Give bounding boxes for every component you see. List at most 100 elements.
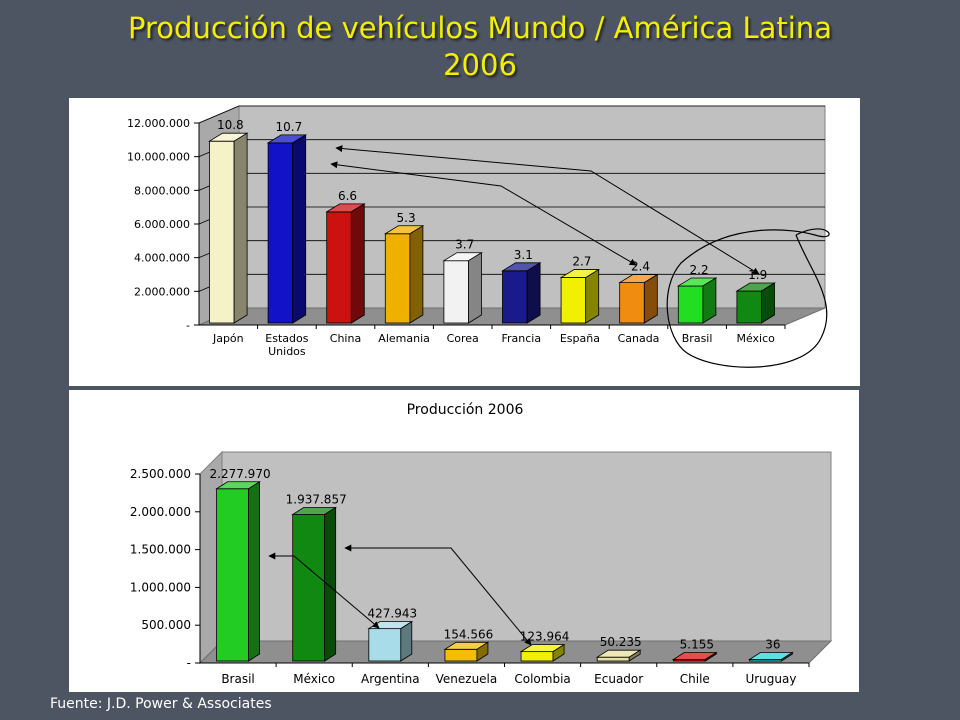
world-bar-china [325,203,366,324]
world-bar-side [761,282,775,324]
world-data-label-canada: 2.4 [631,260,650,274]
latam-bar-side [324,506,337,662]
world-bar-front [619,282,645,324]
world-bar-front [560,277,587,324]
world-bar-front [502,270,528,324]
world-data-label-japon: 10.8 [217,118,244,132]
latam-data-label-argentina: 427.943 [368,607,418,621]
latam-category-label-venezuela: Venezuela [436,672,498,686]
world-category-label-japon: Japón [212,332,244,345]
world-bar-front [384,233,411,324]
latam-category-label-uruguay: Uruguay [745,672,796,686]
world-bar-japon [208,132,249,324]
world-category-label-espana: España [560,332,600,345]
world-bar-francia [501,262,542,324]
world-data-label-alemania: 5.3 [397,211,416,225]
latam-data-label-chile: 5.155 [680,638,714,652]
world-data-label-francia: 3.1 [514,248,533,262]
world-bar-side [643,273,658,324]
slide-title: Producción de vehículos Mundo / América … [0,10,960,84]
latam-ytick-label: - [187,656,191,670]
latam-category-label-mexico: México [293,672,335,686]
world-category-label-francia: Francia [501,332,541,345]
latam-category-label-colombia: Colombia [514,672,570,686]
latam-production-chart: - 500.000 1.000.000 1.500.000 2.000.000 2.500… [69,390,859,692]
latam-category-label-brasil: Brasil [221,672,254,686]
latam-bar-colombia [519,643,566,662]
world-category-label-alemania: Alemania [378,332,430,345]
slide-title-line2: 2006 [443,48,517,82]
latam-bar-side [552,643,565,662]
latam-bar-side [781,651,793,662]
world-ytick-label: 4.000.000 [134,252,190,265]
latam-bar-uruguay [748,651,794,662]
latam-data-label-venezuela: 154.566 [444,627,494,641]
world-bar-front [326,211,352,324]
latam-data-label-mexico: 1.937.857 [286,492,347,506]
world-bar-brasil [676,277,718,324]
world-data-label-espana: 2.7 [572,255,591,269]
latam-bar-side [400,620,413,662]
latam-ytick-label: 2.500.000 [130,467,191,481]
world-ytick-label: 2.000.000 [134,285,190,298]
latam-category-label-argentina: Argentina [361,672,420,686]
latam-data-label-uruguay: 36 [765,638,780,652]
world-bar-side [233,132,248,324]
latam-data-label-brasil: 2.277.970 [210,467,271,481]
source-note: Fuente: J.D. Power & Associates [50,696,272,712]
world-category-label-mexico: México [736,332,775,345]
latam-arrow-colombia-mexico [344,544,532,646]
world-ytick-label: 6.000.000 [134,218,190,231]
latam-bar-chile [671,651,718,662]
latam-bar-side [248,481,260,662]
latam-bar-mexico [291,506,338,662]
world-category-label-china: China [330,332,361,345]
latam-ytick-label: 1.500.000 [130,543,191,557]
world-bar-estados-unidos [266,134,308,324]
slide-title-line1: Producción de vehículos Mundo / América … [128,11,832,45]
world-hand-drawn-circle [666,228,830,368]
latam-chart-title: Producción 2006 [407,402,524,418]
world-bar-front [209,140,235,324]
latam-bar-front [368,628,402,662]
world-category-label-estados-unidos: Estados Unidos [265,332,308,358]
world-bar-side [526,262,541,324]
world-bar-side [468,252,482,324]
world-category-label-corea: Corea [447,332,479,345]
world-bar-mexico [735,282,776,324]
latam-bar-ecuador [595,649,642,662]
world-bar-canada [618,273,659,324]
latam-ytick-label: 2.000.000 [130,505,191,519]
world-data-label-brasil: 2.2 [690,263,709,277]
world-data-label-mexico: 1.9 [748,268,767,282]
world-category-label-brasil: Brasil [682,332,713,345]
latam-bar-side [704,651,717,662]
world-bar-front [443,260,469,324]
latam-bar-front [596,656,630,662]
world-bar-side [702,277,717,324]
world-bar-side [409,225,424,324]
world-data-label-china: 6.6 [338,189,357,203]
world-bar-espana [559,268,601,324]
world-ytick-label: 8.000.000 [134,184,190,197]
world-bar-alemania [383,225,425,324]
world-bar-corea [442,252,483,324]
world-bar-front [736,290,762,324]
latam-bar-front [520,651,554,662]
world-data-label-estados-unidos: 10.7 [276,120,303,134]
latam-category-label-ecuador: Ecuador [594,672,643,686]
world-category-label-canada: Canada [618,332,660,345]
world-ytick-label: 12.000.000 [127,117,190,130]
latam-bar-side [628,649,641,662]
latam-bar-argentina [367,620,414,662]
world-bar-front [677,285,704,324]
latam-ytick-label: 500.000 [141,618,191,632]
world-production-chart: - 2.000.000 4.000.000 6.000.000 8.000.000 10.… [69,98,860,386]
world-ytick-label: 10.000.000 [127,151,190,164]
latam-production-chart-svg: - 500.000 1.000.000 1.500.000 2.000.000 2.500… [130,402,833,686]
world-bar-front [267,142,294,324]
world-bar-side [350,203,365,324]
world-data-label-corea: 3.7 [455,238,474,252]
latam-data-label-ecuador: 50.235 [600,635,642,649]
latam-bar-front [444,648,478,662]
